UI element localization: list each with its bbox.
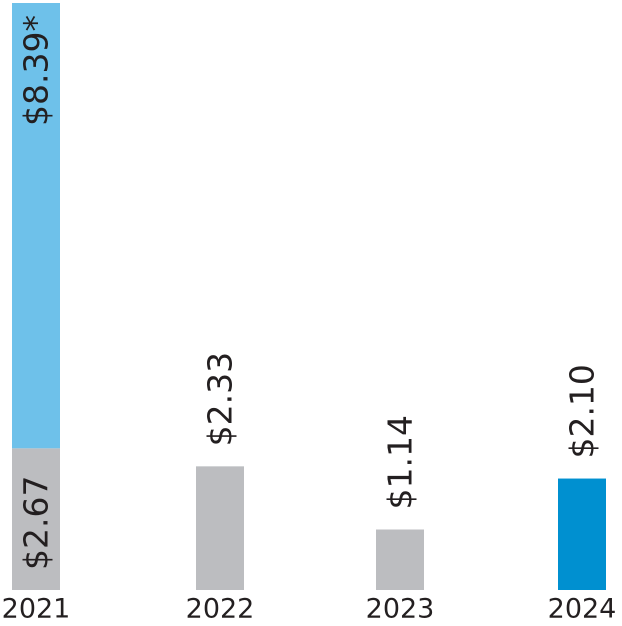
bar [196,466,244,590]
value-label: $1.14 [381,415,420,509]
value-label: $2.67 [17,476,56,570]
x-tick-label: 2024 [548,594,617,625]
x-tick-label: 2021 [2,594,71,625]
x-tick-label: 2023 [366,594,435,625]
bar [376,529,424,590]
value-label: $2.33 [201,352,240,446]
bar [12,448,60,590]
bar [12,3,60,449]
value-label: $8.39* [17,15,56,126]
x-tick-label: 2022 [186,594,255,625]
value-label: $2.10 [563,364,602,458]
bar [558,478,606,590]
